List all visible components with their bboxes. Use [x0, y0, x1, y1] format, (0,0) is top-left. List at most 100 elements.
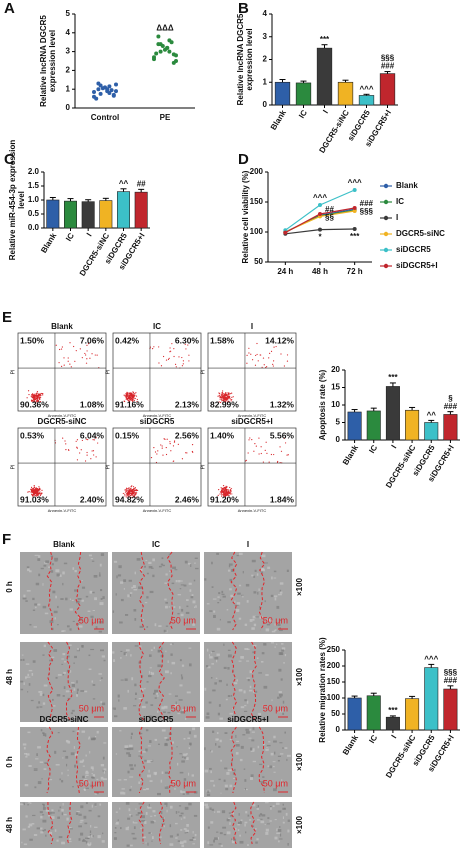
flow-dot: [227, 395, 229, 397]
flow-dot: [39, 489, 41, 491]
texture-speck: [180, 711, 184, 714]
texture-speck: [161, 647, 163, 650]
texture-speck: [235, 744, 240, 747]
bar: [81, 201, 95, 229]
y-tick-label: 1: [263, 77, 268, 86]
texture-speck: [265, 674, 269, 676]
texture-speck: [43, 564, 47, 567]
flow-dot: [157, 450, 159, 452]
texture-speck: [153, 814, 157, 817]
texture-speck: [61, 780, 64, 783]
texture-speck: [179, 606, 181, 609]
significance: §: [448, 394, 453, 403]
texture-speck: [73, 688, 76, 691]
texture-speck: [97, 815, 101, 818]
texture-speck: [244, 710, 248, 712]
texture-speck: [120, 650, 123, 652]
texture-speck: [157, 695, 159, 697]
wound-edge: [46, 726, 54, 794]
texture-speck: [121, 788, 125, 790]
texture-speck: [285, 812, 288, 816]
wound-edge: [157, 641, 165, 721]
texture-speck: [177, 594, 182, 596]
flow-dot: [254, 364, 257, 366]
flow-dot: [135, 490, 137, 492]
texture-speck: [160, 563, 164, 566]
texture-speck: [76, 810, 80, 813]
texture-speck: [59, 778, 61, 781]
flow-dot: [219, 493, 221, 495]
texture-speck: [160, 779, 163, 783]
flow-x-label: Annexin-V-FITC: [238, 508, 267, 513]
texture-speck: [42, 819, 47, 823]
texture-speck: [277, 623, 281, 626]
texture-speck: [233, 682, 238, 685]
texture-speck: [244, 623, 248, 626]
texture-speck: [114, 832, 117, 834]
texture-speck: [219, 618, 221, 621]
flow-dot: [86, 454, 88, 456]
texture-speck: [72, 730, 75, 733]
texture-speck: [276, 828, 279, 832]
texture-speck: [149, 590, 154, 594]
panel-letter: C: [4, 151, 15, 168]
image-texture: [112, 553, 199, 633]
texture-speck: [140, 688, 144, 691]
flow-dot: [135, 392, 137, 394]
texture-speck: [256, 573, 259, 576]
texture-speck: [185, 829, 189, 832]
data-point: [283, 230, 288, 235]
texture-speck: [42, 807, 46, 810]
texture-speck: [189, 783, 191, 787]
flow-dot: [283, 365, 285, 367]
flow-dot: [95, 437, 97, 439]
texture-speck: [125, 653, 128, 657]
texture-speck: [204, 578, 207, 581]
flow-dot: [286, 354, 289, 356]
texture-speck: [266, 623, 271, 626]
texture-speck: [24, 752, 28, 755]
flow-dot: [31, 397, 34, 399]
texture-speck: [252, 618, 255, 621]
flow-dot: [36, 396, 38, 398]
texture-speck: [69, 838, 72, 841]
texture-speck: [252, 615, 257, 619]
texture-speck: [240, 819, 243, 822]
legend-label: DGCR5-siNC: [396, 229, 445, 238]
data-point: [96, 87, 101, 92]
texture-speck: [251, 559, 256, 563]
texture-speck: [216, 627, 221, 631]
texture-speck: [145, 729, 149, 732]
texture-speck: [55, 595, 57, 599]
texture-speck: [102, 832, 104, 835]
texture-speck: [145, 842, 147, 844]
texture-speck: [139, 568, 143, 572]
texture-speck: [83, 776, 87, 778]
texture-speck: [20, 803, 24, 806]
texture-speck: [266, 744, 271, 747]
texture-speck: [240, 656, 244, 659]
texture-speck: [269, 820, 272, 822]
flow-dot: [225, 488, 228, 491]
flow-dot: [254, 442, 256, 445]
texture-speck: [261, 568, 265, 572]
texture-speck: [32, 814, 36, 817]
flow-dot: [33, 396, 35, 398]
texture-speck: [91, 737, 96, 741]
flow-dot: [221, 494, 223, 496]
texture-speck: [192, 843, 196, 845]
flow-dot: [160, 444, 162, 446]
flow-dot: [246, 354, 248, 356]
texture-speck: [190, 564, 192, 568]
texture-speck: [245, 811, 248, 814]
flow-dot: [28, 491, 30, 493]
texture-speck: [132, 585, 136, 588]
texture-speck: [244, 705, 247, 707]
significance: ###: [360, 199, 374, 208]
texture-speck: [266, 823, 271, 825]
y-tick-label: 1.0: [28, 195, 40, 204]
flow-dot: [70, 366, 72, 368]
flow-dot: [64, 440, 66, 442]
flow-dot: [163, 438, 165, 440]
flow-x-label: Annexin-V-FITC: [238, 413, 267, 418]
